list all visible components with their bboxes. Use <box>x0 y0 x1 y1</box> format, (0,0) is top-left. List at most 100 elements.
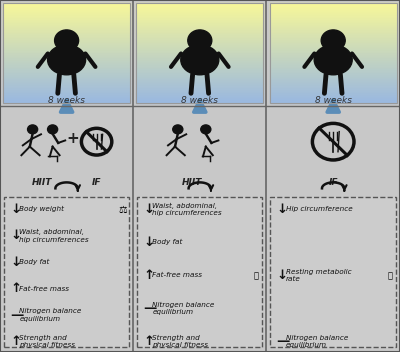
Bar <box>3 55 130 56</box>
Bar <box>270 18 397 19</box>
Bar <box>136 86 263 88</box>
Bar <box>136 34 263 36</box>
Bar <box>136 18 263 19</box>
Bar <box>136 91 263 93</box>
Bar <box>270 66 397 68</box>
Bar <box>270 71 397 73</box>
Bar <box>136 30 263 31</box>
Bar <box>136 11 263 13</box>
Bar <box>3 25 130 26</box>
Bar <box>3 83 130 84</box>
Bar <box>270 84 397 86</box>
Bar <box>136 8 263 10</box>
Bar <box>136 6 263 8</box>
Bar <box>3 19 130 21</box>
Bar <box>3 23 130 25</box>
Bar <box>3 31 130 33</box>
Text: ↑: ↑ <box>10 335 21 348</box>
Bar <box>270 94 397 96</box>
Bar <box>270 26 397 28</box>
Text: ↓: ↓ <box>276 203 288 216</box>
Bar <box>3 26 130 28</box>
Bar <box>270 11 397 13</box>
Bar <box>136 51 263 53</box>
Bar <box>270 31 397 33</box>
Circle shape <box>188 30 212 51</box>
Text: ⚖: ⚖ <box>119 205 128 214</box>
Bar <box>3 89 130 91</box>
Bar <box>270 16 397 18</box>
Bar <box>3 101 130 103</box>
Circle shape <box>55 30 79 51</box>
Bar <box>270 59 397 61</box>
Bar <box>3 5 130 6</box>
Bar <box>270 55 397 56</box>
Ellipse shape <box>48 45 86 75</box>
Bar <box>3 76 130 78</box>
Text: Waist, abdominal,
hip circumferences: Waist, abdominal, hip circumferences <box>19 229 89 243</box>
Bar <box>270 48 397 50</box>
Bar <box>270 19 397 21</box>
Bar <box>270 53 397 55</box>
Bar <box>3 8 130 10</box>
Bar <box>136 68 263 69</box>
Text: —: — <box>143 302 156 315</box>
Bar <box>136 71 263 73</box>
Bar <box>3 13 130 14</box>
Bar <box>136 66 263 68</box>
Bar <box>136 14 263 16</box>
Bar <box>3 88 130 89</box>
Bar <box>3 11 130 13</box>
Text: ↓: ↓ <box>143 203 154 216</box>
Bar <box>270 39 397 41</box>
Text: +: + <box>66 131 79 146</box>
Bar <box>3 14 130 16</box>
Bar <box>270 86 397 88</box>
Bar <box>136 101 263 103</box>
Bar <box>136 100 263 101</box>
Bar <box>270 6 397 8</box>
Bar <box>270 23 397 25</box>
Text: Body fat: Body fat <box>152 239 183 245</box>
Bar <box>270 58 397 59</box>
Bar <box>3 46 130 48</box>
Bar <box>136 19 263 21</box>
Circle shape <box>28 125 38 134</box>
Bar <box>270 197 396 347</box>
Bar <box>270 13 397 14</box>
Bar <box>3 93 130 94</box>
Bar <box>136 59 263 61</box>
Bar <box>136 46 263 48</box>
Bar <box>270 21 397 23</box>
Bar <box>136 16 263 18</box>
Bar <box>3 16 130 18</box>
Bar <box>3 28 130 30</box>
Bar <box>3 84 130 86</box>
Bar <box>3 36 130 38</box>
Bar <box>3 71 130 73</box>
Text: HIIT: HIIT <box>32 178 52 187</box>
Bar <box>270 69 397 71</box>
Bar <box>270 41 397 43</box>
Text: ↑: ↑ <box>143 335 154 348</box>
Bar <box>3 6 130 8</box>
Text: Body weight: Body weight <box>19 206 64 213</box>
Text: —: — <box>10 309 23 321</box>
Ellipse shape <box>314 45 352 75</box>
Bar <box>136 38 263 39</box>
Bar <box>270 36 397 38</box>
Bar <box>3 30 130 31</box>
Bar <box>270 28 397 30</box>
Bar <box>3 73 130 75</box>
Text: —: — <box>276 335 290 348</box>
Bar <box>3 21 130 23</box>
Text: ↑: ↑ <box>143 269 154 282</box>
Bar <box>3 53 130 55</box>
Bar <box>3 34 130 36</box>
Bar <box>3 96 130 98</box>
Bar <box>136 94 263 96</box>
Bar <box>3 50 130 51</box>
Bar <box>3 69 130 71</box>
Bar <box>270 73 397 75</box>
Bar <box>270 101 397 103</box>
